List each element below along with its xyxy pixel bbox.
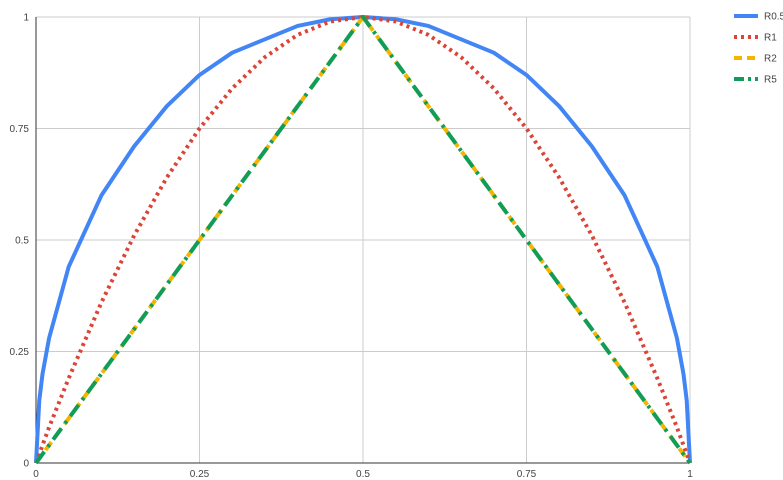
axes: [35, 17, 690, 464]
y-tick-label: 0: [23, 459, 29, 470]
legend-label: R0.5: [764, 12, 783, 23]
y-tick-label: 0.25: [10, 347, 30, 358]
tick-labels: 0 0.25 0.5 0.75 1 0 0.25 0.5 0.75 1: [10, 13, 694, 480]
legend-label: R1: [764, 33, 777, 44]
x-tick-label: 0.75: [517, 469, 537, 480]
x-tick-label: 0.25: [190, 469, 210, 480]
legend: R0.5 R1 R2 R5: [734, 12, 783, 86]
x-tick-label: 0: [33, 469, 39, 480]
legend-label: R2: [764, 54, 777, 65]
y-tick-label: 1: [23, 13, 29, 24]
legend-label: R5: [764, 75, 777, 86]
gridlines: [36, 16, 691, 463]
series-line-r5: [34, 15, 692, 465]
x-tick-label: 1: [687, 469, 693, 480]
x-tick-label: 0.5: [356, 469, 370, 480]
series-lines: [34, 15, 692, 465]
series-line-r1: [34, 15, 692, 464]
y-tick-label: 0.75: [10, 124, 30, 135]
y-tick-label: 0.5: [15, 236, 29, 247]
